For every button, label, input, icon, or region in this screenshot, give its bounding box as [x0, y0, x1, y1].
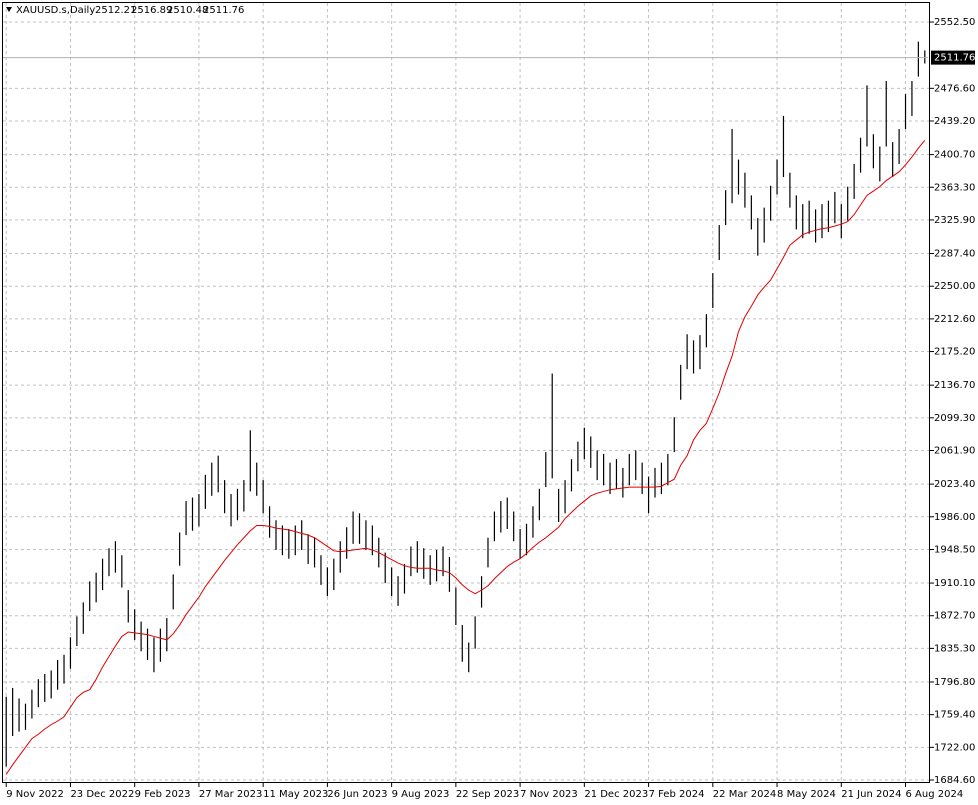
y-tick-label: 1910.10 [934, 578, 975, 589]
y-tick-label: 1759.40 [934, 710, 975, 721]
y-tick-label: 1948.50 [934, 545, 975, 556]
ohlc-close: 2511.76 [203, 5, 244, 16]
x-tick-label: 9 Feb 2023 [135, 789, 191, 800]
menu-triangle [6, 7, 12, 12]
y-tick-label: 1722.00 [934, 742, 975, 753]
y-tick-label: 2175.20 [934, 347, 975, 358]
symbol: XAUUSD.s,Daily [16, 5, 95, 16]
y-tick-label: 2552.50 [934, 17, 975, 28]
x-tick-label: 23 Dec 2022 [70, 789, 134, 800]
x-tick-label: 7 Feb 2024 [649, 789, 705, 800]
x-tick-label: 22 Sep 2023 [456, 789, 519, 800]
y-tick-label: 2287.40 [934, 249, 975, 260]
moving-average [5, 140, 926, 775]
y-tick-label: 2400.70 [934, 150, 975, 161]
y-tick-label: 2325.90 [934, 215, 975, 226]
y-tick-label: 2476.60 [934, 83, 975, 94]
y-tick-label: 1835.30 [934, 643, 975, 654]
current-price-box [931, 50, 975, 65]
x-tick-label: 26 Jun 2023 [327, 789, 387, 800]
y-tick-label: 1684.60 [934, 775, 975, 786]
x-tick-label: 11 May 2023 [263, 789, 328, 800]
y-tick-label: 2250.00 [934, 281, 975, 292]
x-tick-label: 9 Nov 2022 [6, 789, 64, 800]
y-tick-label: 2099.30 [934, 413, 975, 424]
y-tick-label: 1986.00 [934, 512, 975, 523]
plot-layer [3, 3, 930, 782]
y-tick-label: 2136.70 [934, 380, 975, 391]
x-tick-label: 21 Dec 2023 [584, 789, 648, 800]
y-tick-label: 1796.80 [934, 677, 975, 688]
y-tick-label: 2061.90 [934, 445, 975, 456]
x-tick-label: 21 Jun 2024 [841, 789, 901, 800]
y-tick-label: 1872.70 [934, 611, 975, 622]
ohlc-high: 2516.89 [131, 5, 172, 16]
x-tick-label: 7 Nov 2023 [520, 789, 578, 800]
y-tick-label: 2363.30 [934, 182, 975, 193]
ohlc-low: 2510.48 [167, 5, 208, 16]
x-tick-label: 22 Mar 2024 [713, 789, 776, 800]
ohlc-open: 2512.21 [95, 5, 136, 16]
x-tick-label: 27 Mar 2023 [199, 789, 262, 800]
plot-border [2, 2, 930, 783]
x-tick-label: 6 Aug 2024 [906, 789, 964, 800]
current-price-label: 2511.76 [934, 53, 975, 64]
x-tick-label: 8 May 2024 [777, 789, 836, 800]
y-tick-label: 2212.60 [934, 314, 975, 325]
x-tick-label: 9 Aug 2023 [392, 789, 450, 800]
y-tick-label: 2439.20 [934, 116, 975, 127]
y-tick-label: 2023.40 [934, 479, 975, 490]
